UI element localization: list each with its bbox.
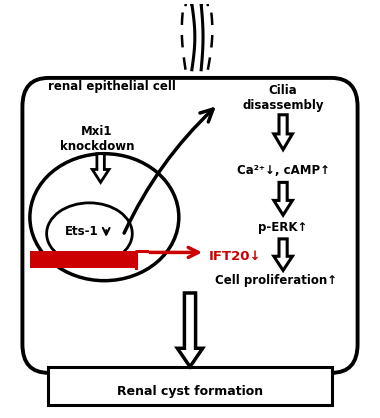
Text: Mxi1
knockdown: Mxi1 knockdown: [60, 125, 134, 153]
Text: Renal cyst formation: Renal cyst formation: [117, 385, 263, 398]
FancyBboxPatch shape: [49, 367, 331, 405]
FancyBboxPatch shape: [22, 78, 358, 373]
Polygon shape: [177, 293, 203, 367]
Text: renal epithelial cell: renal epithelial cell: [49, 79, 176, 93]
Text: IFT20↓: IFT20↓: [209, 250, 261, 263]
Polygon shape: [274, 239, 293, 270]
Ellipse shape: [47, 203, 132, 264]
Ellipse shape: [30, 154, 179, 281]
FancyBboxPatch shape: [30, 251, 136, 268]
Text: Cell proliferation↑: Cell proliferation↑: [215, 274, 337, 287]
Polygon shape: [92, 154, 109, 182]
Text: Ca²⁺↓, cAMP↑: Ca²⁺↓, cAMP↑: [237, 163, 329, 176]
Text: Cilia
disassembly: Cilia disassembly: [242, 84, 324, 112]
Polygon shape: [274, 115, 293, 150]
Text: p-ERK↑: p-ERK↑: [258, 221, 308, 234]
Polygon shape: [274, 182, 293, 215]
Text: Ets-1: Ets-1: [65, 225, 99, 238]
